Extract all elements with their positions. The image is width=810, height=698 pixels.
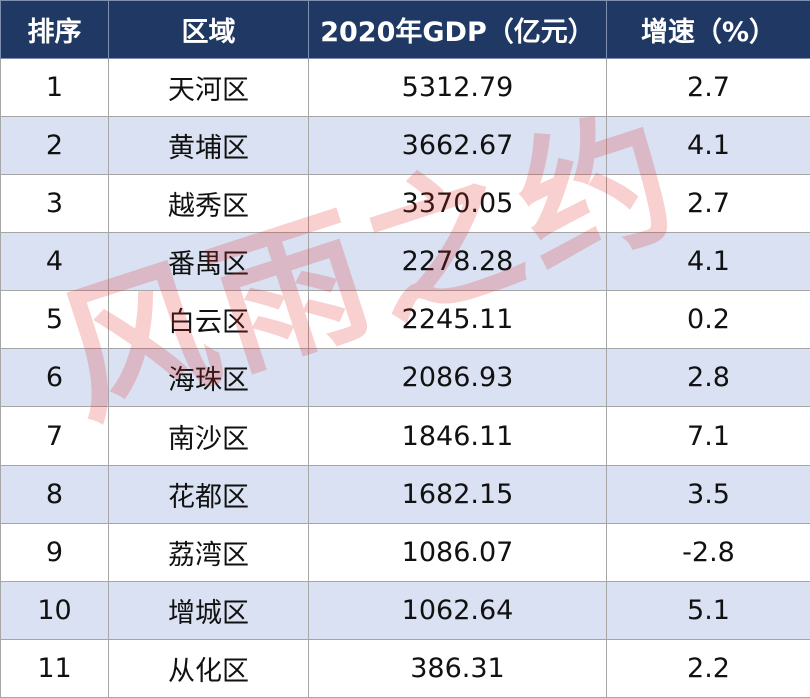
table-cell: 2.7: [606, 174, 810, 234]
table-cell: 4.1: [606, 232, 810, 292]
table-cell: 2086.93: [308, 348, 607, 408]
table-cell: 2.8: [606, 348, 810, 408]
table-cell: 白云区: [108, 290, 309, 350]
table-cell: 2278.28: [308, 232, 607, 292]
table-cell: 11: [0, 638, 109, 698]
header-cell: 区域: [108, 0, 309, 59]
header-row: 排序 区域 2020年GDP（亿元） 增速（%）: [0, 0, 810, 59]
table-cell: 10: [0, 580, 109, 640]
table-row: 6 海珠区 2086.93 2.8: [0, 348, 810, 408]
table-row: 2 黄埔区 3662.67 4.1: [0, 116, 810, 176]
table-cell: 8: [0, 464, 109, 524]
table-cell: 2.2: [606, 638, 810, 698]
table-cell: 越秀区: [108, 174, 309, 234]
table-row: 10 增城区 1062.64 5.1: [0, 580, 810, 640]
table-body: 1 天河区 5312.79 2.7 2 黄埔区 3662.67 4.1 3 越秀区 3370.05 2…: [0, 57, 810, 698]
table-row: 7 南沙区 1846.11 7.1: [0, 406, 810, 466]
table-cell: 4: [0, 232, 109, 292]
table-cell: 3662.67: [308, 116, 607, 176]
table-cell: 4.1: [606, 116, 810, 176]
table-cell: 3: [0, 174, 109, 234]
table-cell: -2.8: [606, 522, 810, 582]
table-row: 3 越秀区 3370.05 2.7: [0, 174, 810, 234]
table-cell: 9: [0, 522, 109, 582]
table-cell: 3370.05: [308, 174, 607, 234]
table-row: 8 花都区 1682.15 3.5: [0, 464, 810, 524]
header-cell: 增速（%）: [606, 0, 810, 59]
table-cell: 2: [0, 116, 109, 176]
table-cell: 番禺区: [108, 232, 309, 292]
table-cell: 386.31: [308, 638, 607, 698]
table-cell: 7.1: [606, 406, 810, 466]
table-row: 5 白云区 2245.11 0.2: [0, 290, 810, 350]
table-cell: 增城区: [108, 580, 309, 640]
table-cell: 天河区: [108, 57, 309, 118]
table-cell: 1062.64: [308, 580, 607, 640]
table-cell: 5312.79: [308, 57, 607, 118]
table-cell: 5.1: [606, 580, 810, 640]
table-cell: 花都区: [108, 464, 309, 524]
table-cell: 7: [0, 406, 109, 466]
table-cell: 1: [0, 57, 109, 118]
table-cell: 南沙区: [108, 406, 309, 466]
table-cell: 从化区: [108, 638, 309, 698]
table-row: 11 从化区 386.31 2.2: [0, 638, 810, 698]
table-row: 4 番禺区 2278.28 4.1: [0, 232, 810, 292]
table-cell: 2245.11: [308, 290, 607, 350]
table-cell: 1086.07: [308, 522, 607, 582]
table-cell: 0.2: [606, 290, 810, 350]
table-cell: 5: [0, 290, 109, 350]
table-cell: 1846.11: [308, 406, 607, 466]
table-cell: 海珠区: [108, 348, 309, 408]
table-row: 9 荔湾区 1086.07 -2.8: [0, 522, 810, 582]
table-cell: 荔湾区: [108, 522, 309, 582]
header-cell: 2020年GDP（亿元）: [308, 0, 607, 59]
table-cell: 3.5: [606, 464, 810, 524]
header-cell: 排序: [0, 0, 109, 59]
table-cell: 黄埔区: [108, 116, 309, 176]
table-row: 1 天河区 5312.79 2.7: [0, 57, 810, 118]
table-cell: 1682.15: [308, 464, 607, 524]
table-cell: 2.7: [606, 57, 810, 118]
table-cell: 6: [0, 348, 109, 408]
